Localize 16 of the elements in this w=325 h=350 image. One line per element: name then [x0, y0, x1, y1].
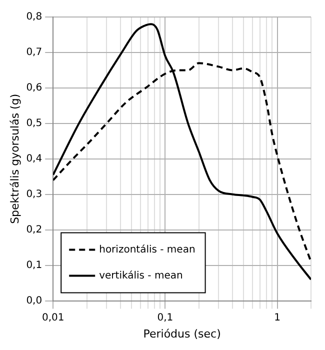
y-tick-label: 0,7	[26, 47, 42, 58]
y-tick-label: 0,6	[26, 82, 42, 94]
y-tick-label: 0,2	[26, 224, 42, 236]
y-tick-label: 0,0	[26, 295, 42, 306]
x-tick-label: 0,1	[157, 312, 174, 324]
x-axis-title: Periódus (sec)	[143, 327, 221, 340]
y-tick-label: 0,5	[26, 118, 42, 130]
x-tick-label: 0,01	[42, 312, 64, 324]
y-tick-label: 0,4	[26, 153, 42, 164]
y-axis-title: Spektrális gyorsulás (g)	[8, 94, 22, 224]
legend-label: vertikális - mean	[99, 270, 183, 282]
x-tick-label: 1	[274, 312, 280, 324]
y-tick-label: 0,8	[26, 12, 42, 23]
y-tick-label: 0,3	[26, 188, 42, 200]
y-tick-label: 0,1	[26, 260, 42, 271]
legend-label: horizontális - mean	[99, 244, 196, 256]
